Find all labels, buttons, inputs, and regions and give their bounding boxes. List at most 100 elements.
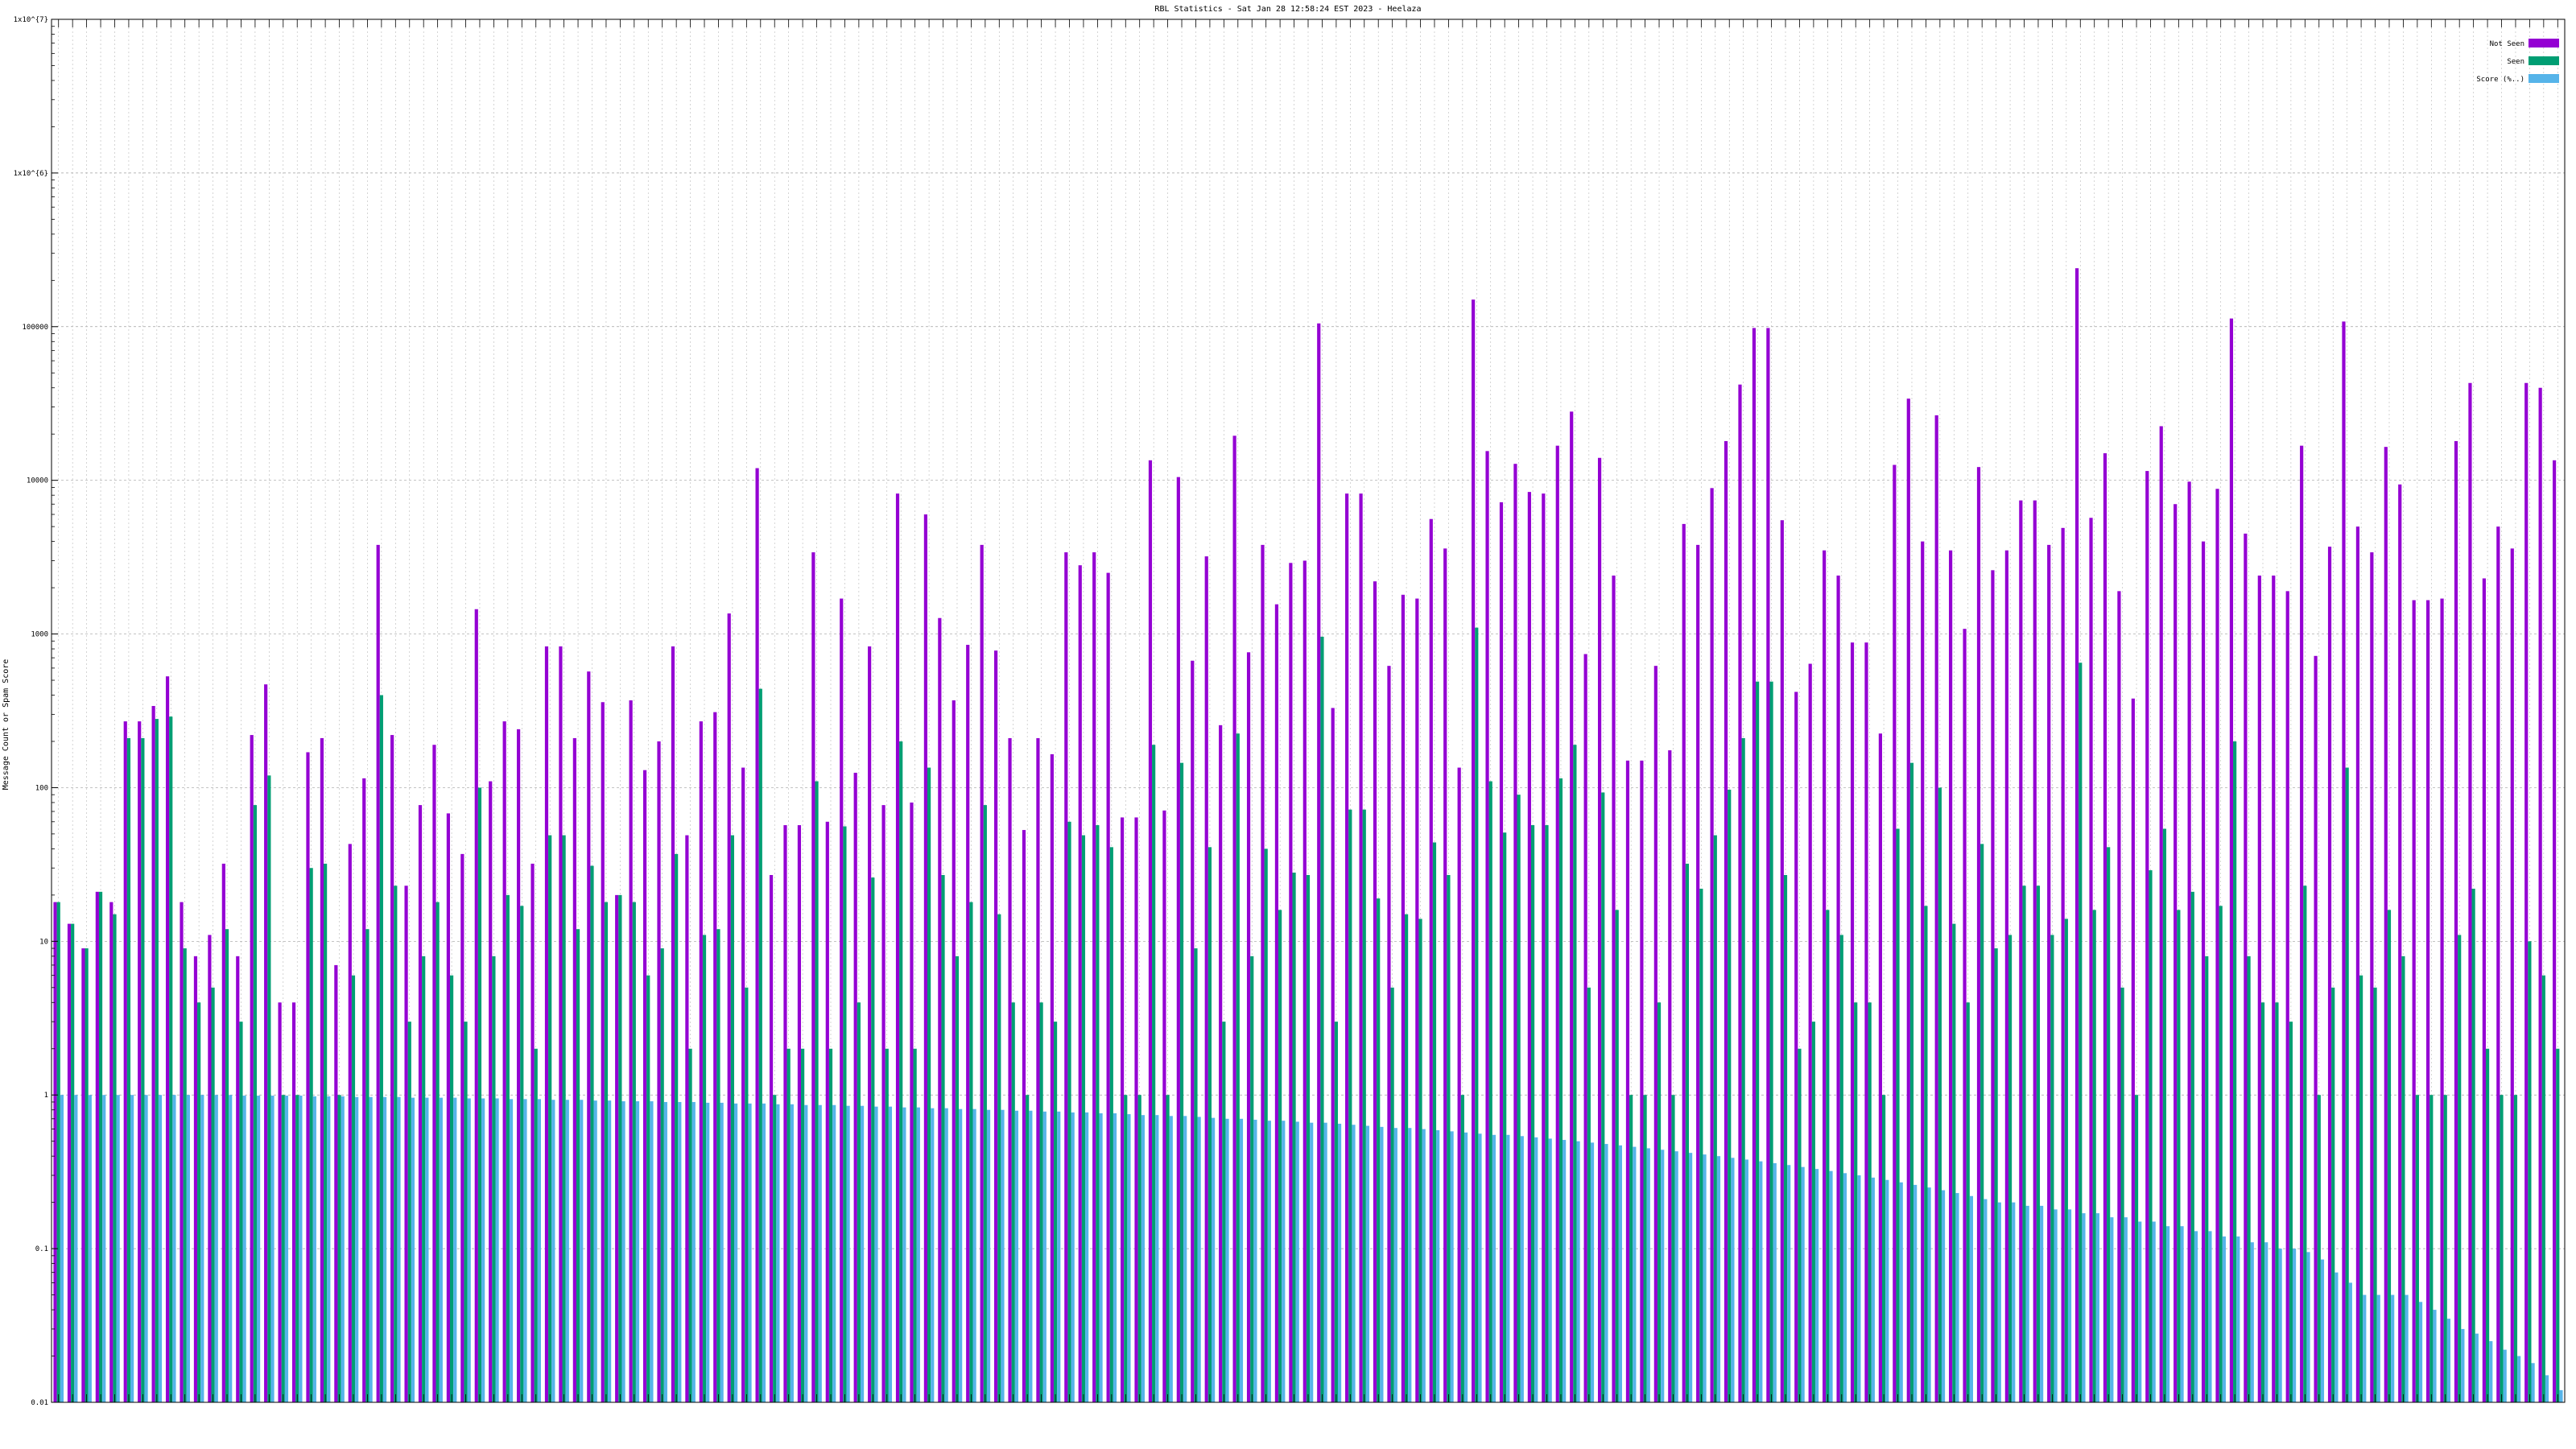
bar-seen: [1026, 1095, 1030, 1402]
bar-seen: [828, 1048, 833, 1402]
bar-score: [467, 1098, 471, 1402]
bar-not-seen: [2033, 500, 2037, 1402]
bar-not-seen: [572, 737, 576, 1402]
bar-seen: [2008, 935, 2013, 1402]
bar-score: [2012, 1202, 2016, 1402]
bar-score: [1197, 1117, 1201, 1402]
bar-seen: [1713, 835, 1717, 1402]
bar-seen: [1124, 1095, 1128, 1402]
bar-not-seen: [123, 721, 127, 1402]
bar-score: [1155, 1115, 1159, 1402]
bar-seen: [534, 1048, 538, 1402]
bar-score: [2531, 1363, 2535, 1402]
bar-score: [1071, 1112, 1075, 1402]
bar-not-seen: [2370, 552, 2374, 1403]
bar-score: [1674, 1151, 1678, 1402]
bar-score: [2166, 1226, 2170, 1402]
bar-score: [1885, 1179, 1889, 1402]
bar-score: [1829, 1170, 1833, 1402]
bar-seen: [407, 1022, 411, 1402]
bar-not-seen: [601, 702, 605, 1402]
bar-not-seen: [2215, 489, 2219, 1402]
bar-not-seen: [2553, 460, 2557, 1403]
bar-score: [1646, 1148, 1650, 1402]
bar-seen: [2303, 886, 2307, 1402]
bar-score: [1955, 1193, 1959, 1402]
bar-not-seen: [1555, 445, 1559, 1402]
bar-seen: [969, 902, 973, 1402]
bar-not-seen: [95, 891, 99, 1402]
bar-not-seen: [1401, 594, 1405, 1402]
legend-label-not-seen: Not Seen: [2490, 40, 2524, 48]
bar-seen: [2149, 870, 2153, 1402]
bar-seen: [2345, 767, 2349, 1402]
bar-score: [2054, 1209, 2058, 1402]
legend: Not Seen Seen Score (%..): [2476, 39, 2559, 84]
bar-score: [2433, 1310, 2437, 1402]
bar-not-seen: [180, 902, 184, 1402]
bar-seen: [1109, 847, 1113, 1402]
bar-seen: [2233, 741, 2237, 1402]
bar-seen: [379, 695, 383, 1402]
bar-score: [1716, 1156, 1721, 1402]
bar-score: [144, 1095, 148, 1402]
bar-not-seen: [250, 735, 254, 1402]
bar-not-seen: [1527, 492, 1531, 1403]
bar-not-seen: [559, 646, 563, 1402]
bar-not-seen: [1246, 652, 1251, 1402]
bar-not-seen: [1134, 817, 1138, 1402]
bar-not-seen: [2440, 598, 2444, 1402]
bar-seen: [1137, 1095, 1141, 1402]
bar-not-seen: [2103, 453, 2107, 1403]
bar-score: [425, 1097, 429, 1402]
bar-score: [2180, 1226, 2184, 1402]
bar-seen: [1530, 825, 1535, 1402]
bar-seen: [997, 914, 1001, 1402]
bar-score: [1267, 1121, 1271, 1402]
bar-not-seen: [1653, 666, 1657, 1402]
bar-seen: [2219, 906, 2223, 1402]
bar-not-seen: [489, 781, 493, 1402]
bar-score: [2138, 1221, 2142, 1402]
bar-score: [2278, 1249, 2282, 1402]
bar-not-seen: [1373, 581, 1377, 1402]
bar-seen: [1488, 781, 1492, 1402]
bar-seen: [1966, 1002, 1970, 1402]
bar-not-seen: [2482, 578, 2486, 1402]
bar-not-seen: [208, 935, 212, 1402]
bar-not-seen: [1542, 493, 1546, 1402]
bar-not-seen: [1766, 328, 1770, 1402]
bar-seen: [675, 853, 679, 1402]
bar-score: [1801, 1166, 1805, 1402]
bar-score: [1997, 1202, 2001, 1402]
bar-score: [2545, 1375, 2549, 1402]
bar-not-seen: [1808, 663, 1812, 1402]
bar-not-seen: [615, 894, 619, 1402]
bar-not-seen: [1317, 323, 1321, 1403]
bar-seen: [56, 902, 60, 1402]
bar-seen: [758, 688, 762, 1402]
bar-seen: [365, 929, 369, 1402]
bar-seen: [1081, 835, 1086, 1402]
bar-seen: [2331, 987, 2335, 1402]
bar-score: [1576, 1141, 1580, 1402]
bar-not-seen: [67, 923, 72, 1402]
bar-score: [1984, 1199, 1988, 1402]
bar-score: [1408, 1128, 1412, 1402]
bar-score: [1225, 1118, 1229, 1402]
bar-not-seen: [138, 721, 142, 1402]
bar-score: [2475, 1333, 2479, 1402]
bar-seen: [2541, 975, 2545, 1402]
bar-not-seen: [1162, 810, 1166, 1402]
bar-not-seen: [2117, 591, 2121, 1402]
bar-not-seen: [1429, 518, 1433, 1402]
bar-seen: [941, 874, 945, 1402]
bar-score: [1352, 1125, 1356, 1402]
bar-seen: [98, 891, 103, 1402]
bar-not-seen: [1415, 598, 1419, 1402]
y-tick-label: 0.1: [35, 1245, 48, 1253]
bar-not-seen: [2201, 541, 2206, 1403]
bar-seen: [1783, 874, 1788, 1402]
bar-seen: [1306, 874, 1311, 1402]
bar-score: [2194, 1231, 2198, 1402]
